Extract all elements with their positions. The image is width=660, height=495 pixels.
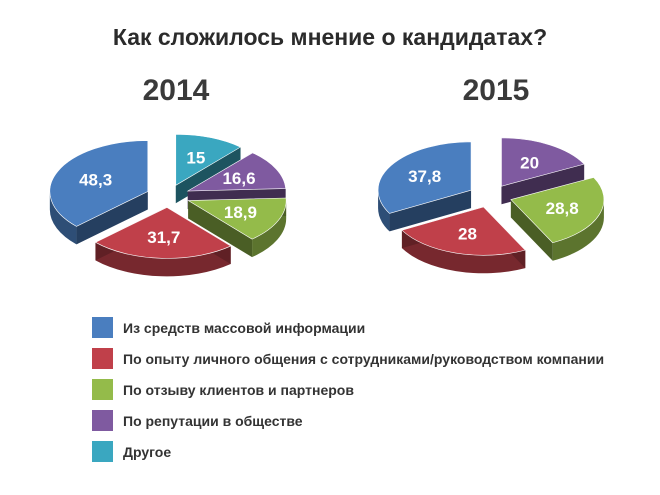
pie-labels: 15 16,6 18,9 31,7 48,3 — [79, 149, 257, 247]
slice-clients — [187, 197, 287, 240]
slice-value-label: 15 — [186, 149, 205, 168]
slice-edge-media — [76, 191, 148, 245]
slice-value-label: 31,7 — [147, 228, 180, 247]
pie-2015: 20 28,8 28 37,8 — [377, 137, 605, 274]
slice-clients — [510, 177, 605, 244]
slice-reputation — [501, 137, 585, 187]
legend-label: Другое — [123, 443, 172, 460]
legend-label: Из средств массовой информации — [123, 319, 366, 336]
legend-swatch — [92, 348, 113, 369]
slice-value-label: 20 — [520, 153, 539, 172]
slice-edge-clients — [188, 200, 253, 258]
pie-tops — [377, 137, 605, 256]
legend-item-media: Из средств массовой информации — [92, 312, 604, 343]
slice-edge-clients — [510, 199, 553, 261]
legend-label: По репутации в обществе — [123, 412, 303, 429]
slice-side-media — [378, 190, 390, 232]
legend-label: По опыту личного общения с сотрудниками/… — [123, 350, 605, 367]
slice-value-label: 16,6 — [222, 169, 255, 188]
slice-value-label: 48,3 — [79, 171, 112, 190]
legend-item-other: Другое — [92, 436, 604, 467]
slice-value-label: 28 — [458, 225, 477, 244]
slice-value-label: 37,8 — [408, 167, 441, 186]
pie-year-2014: 2014 — [142, 74, 210, 107]
slice-side-personal — [95, 242, 231, 277]
slice-personal — [94, 207, 232, 259]
chart-title: Как сложилось мнение о кандидатах? — [112, 24, 548, 50]
legend-item-clients: По отзыву клиентов и партнеров — [92, 374, 604, 405]
pie-tops — [49, 134, 287, 259]
slice-reputation — [186, 152, 286, 192]
legend-swatch — [92, 410, 113, 431]
slice-edge-reputation — [501, 164, 585, 205]
slice-side-clients — [552, 199, 604, 261]
slice-media — [49, 140, 149, 227]
legend-item-personal: По опыту личного общения с сотрудниками/… — [92, 343, 604, 374]
slice-media — [377, 141, 472, 214]
slice-other — [175, 134, 242, 186]
slice-value-label: 18,9 — [224, 203, 257, 222]
legend-swatch — [92, 441, 113, 462]
slice-side-clients — [252, 200, 287, 258]
legend-label: По отзыву клиентов и партнеров — [123, 381, 354, 398]
slice-edge-media — [389, 190, 472, 232]
pie-year-2015: 2015 — [462, 74, 530, 107]
pie-2014: 15 16,6 18,9 31,7 48,3 — [49, 134, 287, 277]
slice-value-label: 28,8 — [546, 199, 579, 218]
slice-personal — [401, 206, 526, 256]
pie-labels: 20 28,8 28 37,8 — [408, 153, 579, 243]
legend-swatch — [92, 317, 113, 338]
legend: Из средств массовой информации По опыту … — [92, 312, 604, 467]
slice-side-media — [49, 191, 77, 245]
legend-swatch — [92, 379, 113, 400]
slice-side-personal — [401, 230, 526, 274]
legend-item-reputation: По репутации в обществе — [92, 405, 604, 436]
